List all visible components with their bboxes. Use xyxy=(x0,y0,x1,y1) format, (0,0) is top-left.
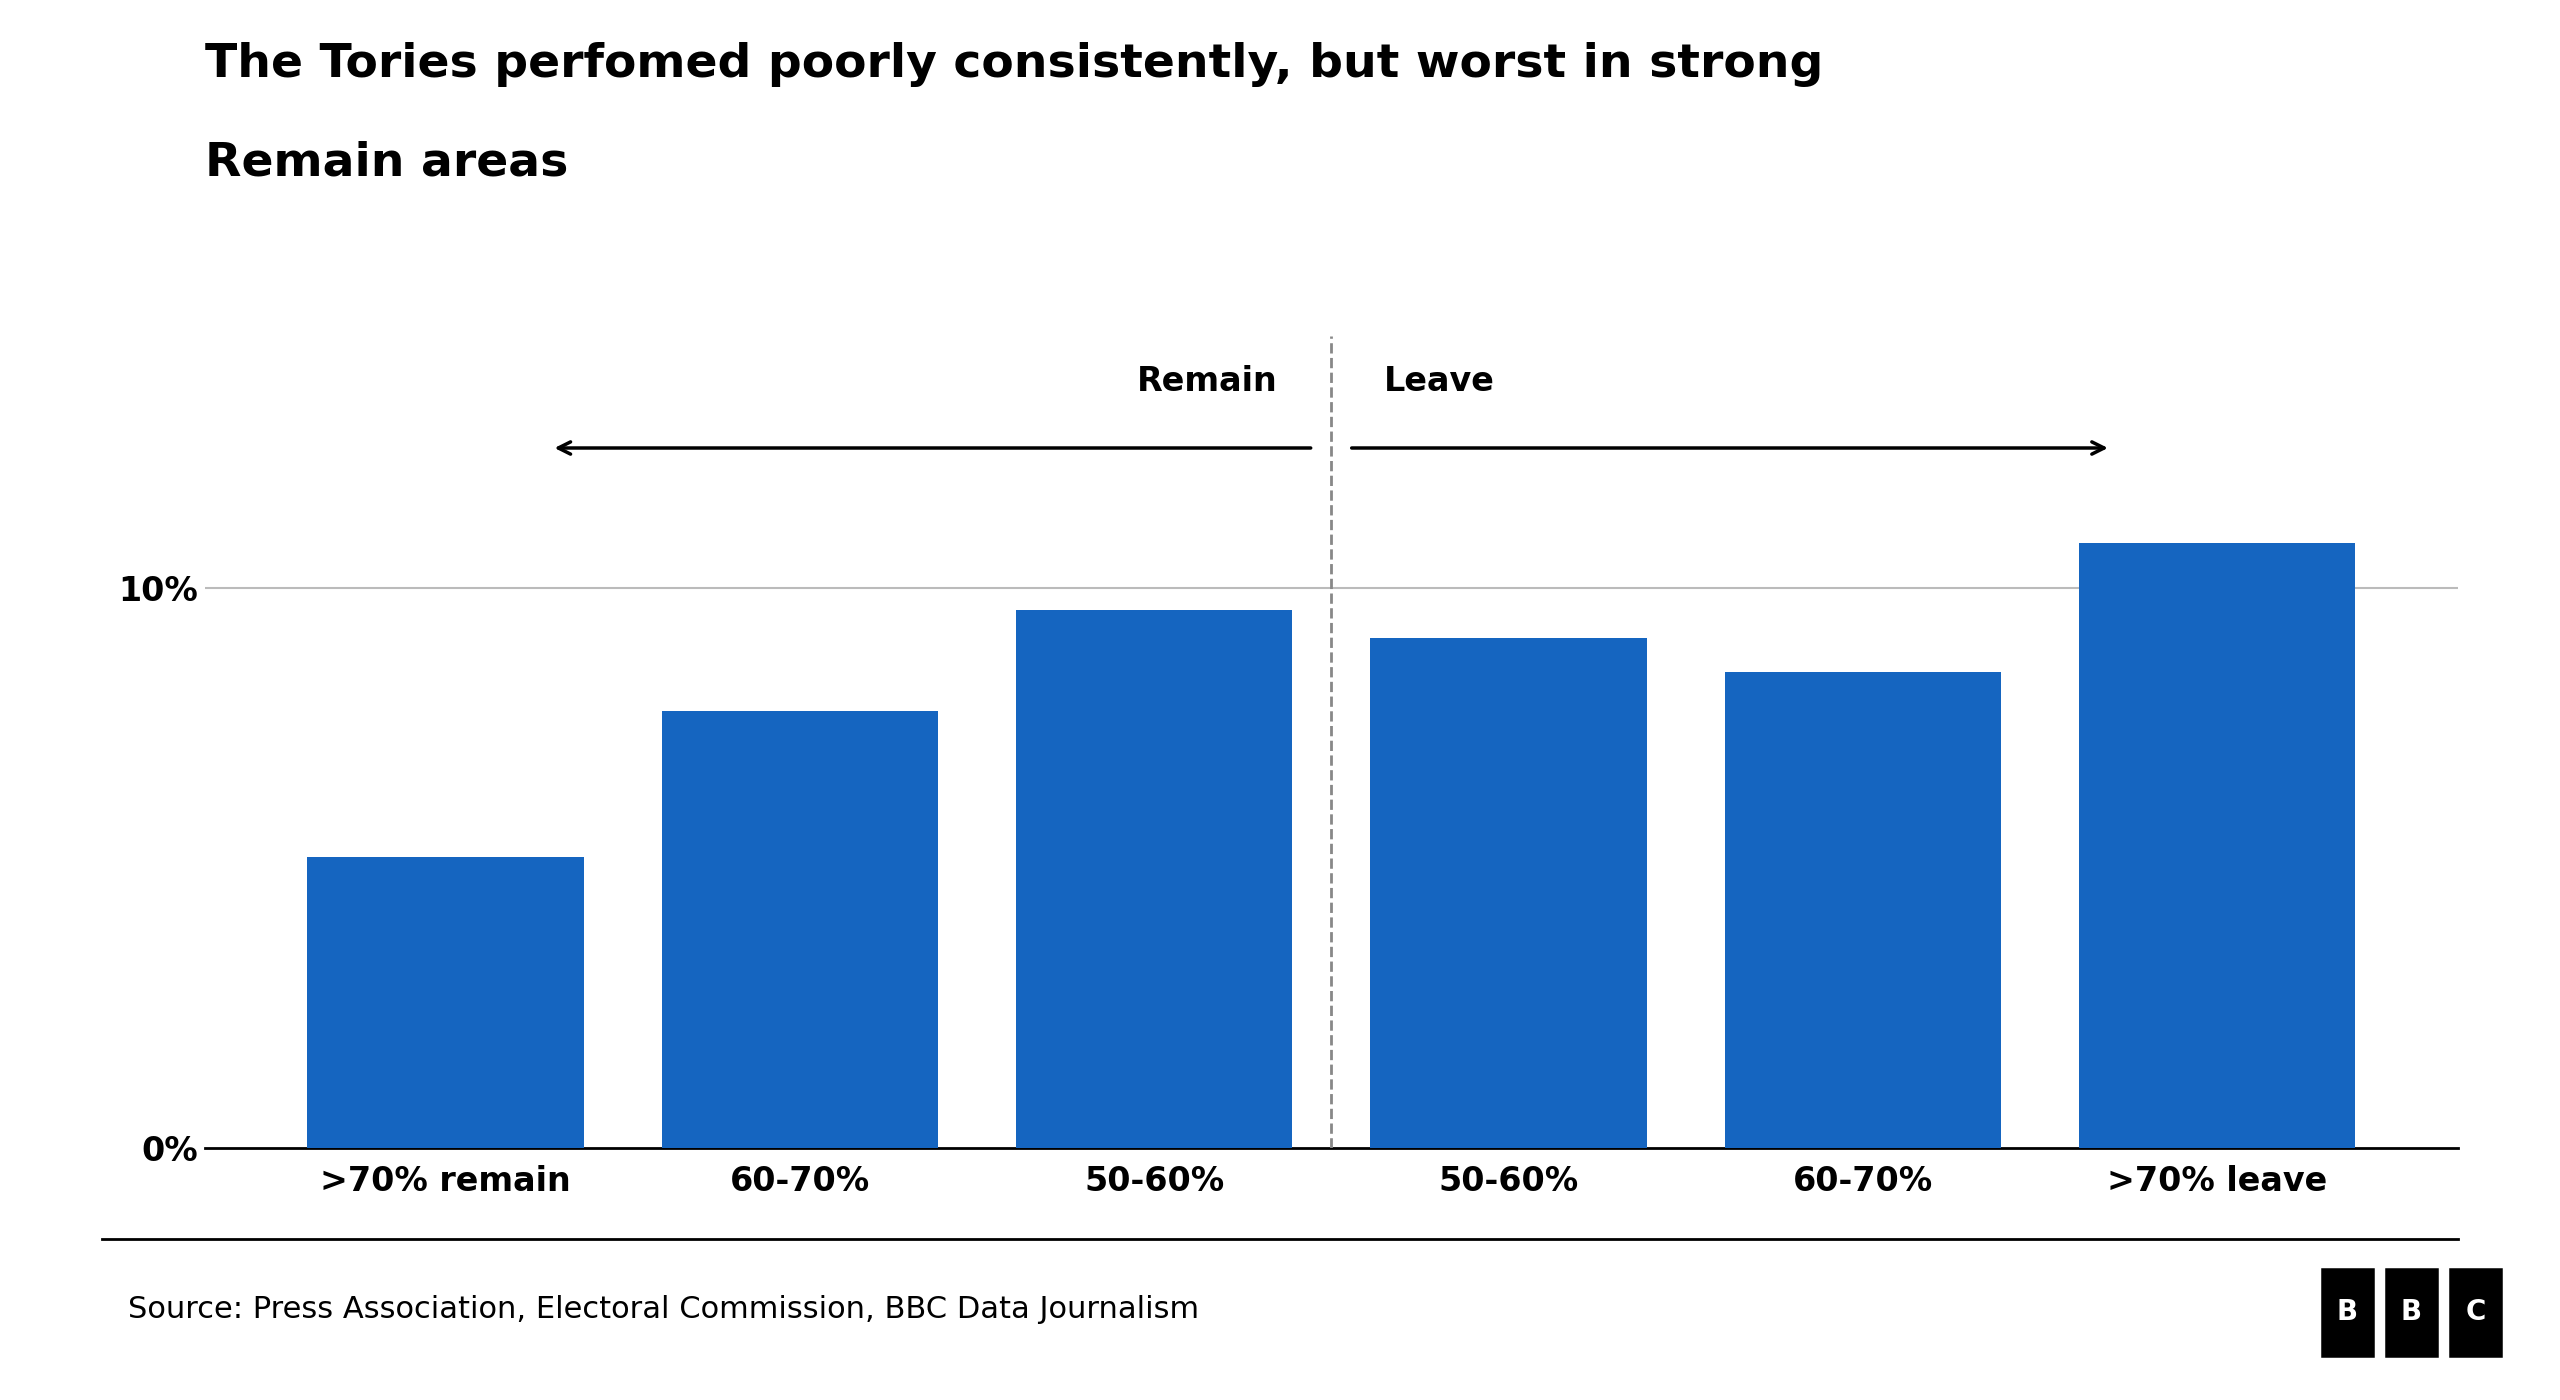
Bar xyxy=(2079,543,2355,1148)
Bar xyxy=(660,711,937,1148)
Bar xyxy=(1370,638,1646,1148)
Text: B: B xyxy=(2401,1299,2422,1327)
Text: Remain areas: Remain areas xyxy=(205,140,568,185)
Bar xyxy=(307,857,584,1148)
Text: The Tories perfomed poorly consistently, but worst in strong: The Tories perfomed poorly consistently,… xyxy=(205,42,1823,87)
Text: Source: Press Association, Electoral Commission, BBC Data Journalism: Source: Press Association, Electoral Com… xyxy=(128,1295,1198,1323)
Bar xyxy=(2319,1266,2376,1358)
Text: Leave: Leave xyxy=(1385,364,1495,398)
Bar xyxy=(2383,1266,2440,1358)
Text: C: C xyxy=(2465,1299,2486,1327)
Text: Remain: Remain xyxy=(1137,364,1277,398)
Bar xyxy=(1016,610,1293,1148)
Bar xyxy=(2447,1266,2504,1358)
Text: B: B xyxy=(2337,1299,2358,1327)
Bar xyxy=(1725,672,2002,1148)
